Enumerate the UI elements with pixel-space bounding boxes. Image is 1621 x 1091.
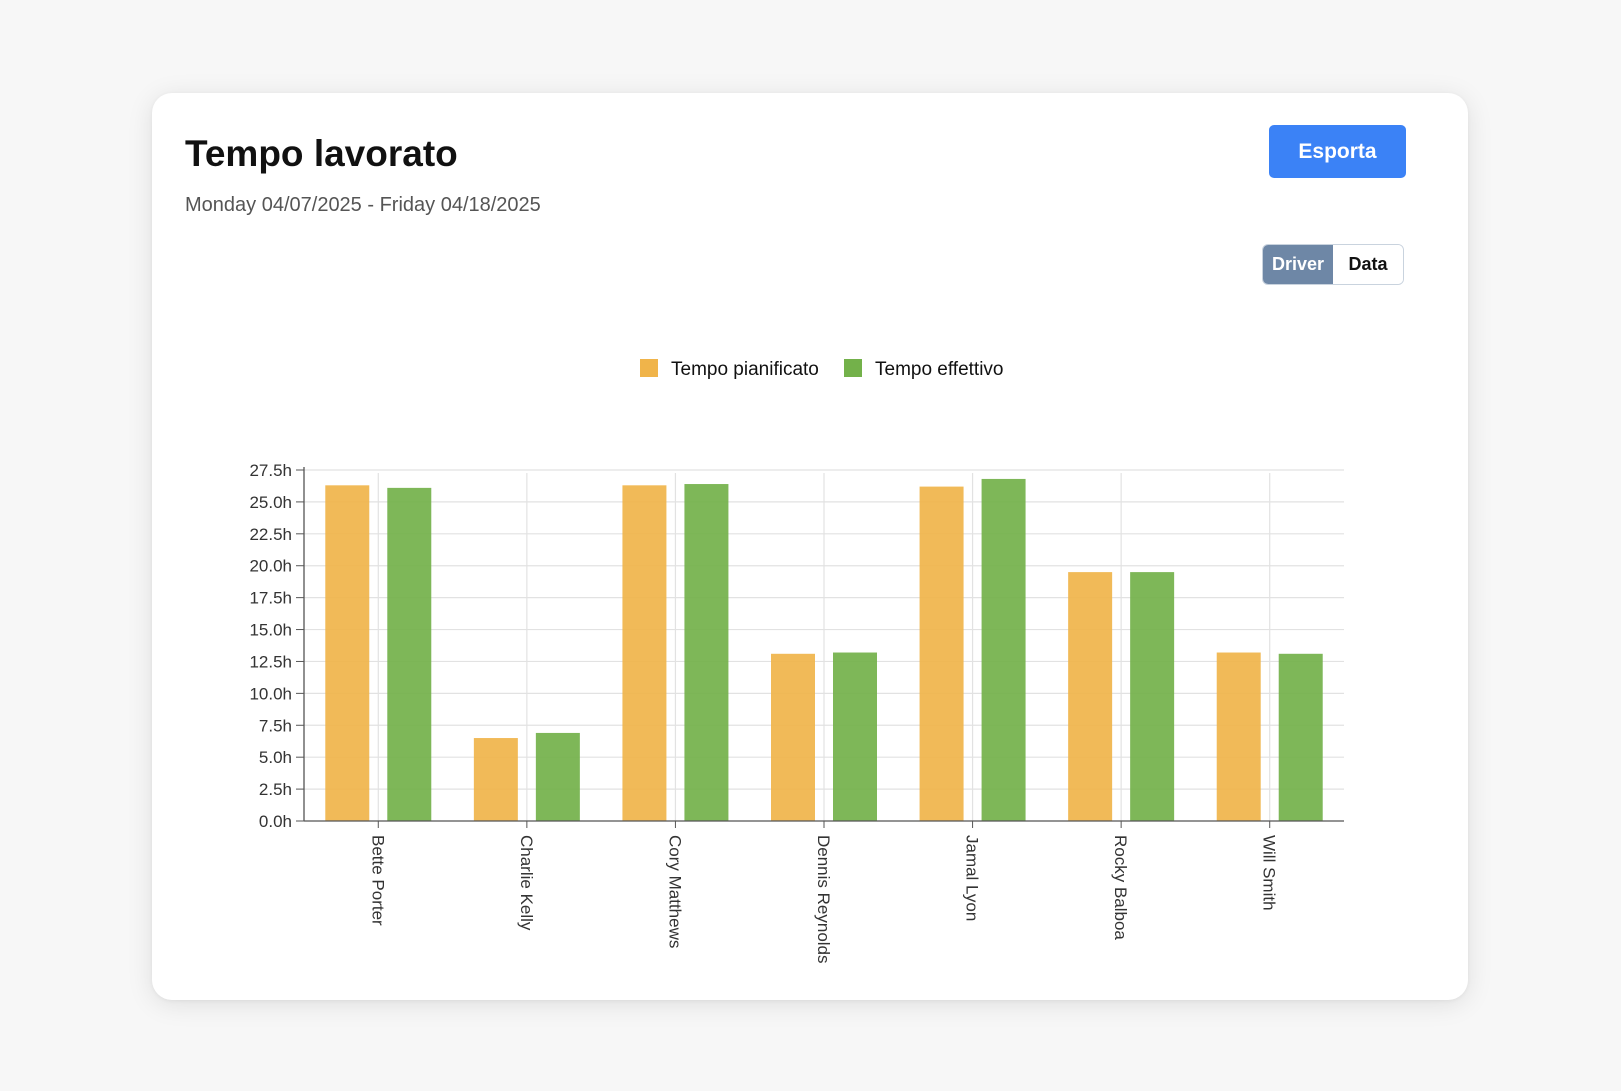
toggle-data-button[interactable]: Data: [1333, 245, 1403, 284]
x-tick-label: Bette Porter: [368, 835, 387, 926]
worked-time-card: Tempo lavorato Monday 04/07/2025 - Frida…: [152, 93, 1468, 1000]
y-tick-label: 27.5h: [249, 461, 292, 480]
chart-bars: [325, 478, 1323, 821]
y-tick-label: 25.0h: [249, 493, 292, 512]
x-tick-label: Jamal Lyon: [963, 835, 982, 921]
y-axis-ticks: 0.0h 2.5h 5.0h 7.5h 10.0h 12.5h 15.0h 17.5h 20.0…: [249, 461, 304, 831]
y-tick-label: 5.0h: [259, 748, 292, 767]
worked-time-chart: Tempo pianificato Tempo effettivo 0.0h 2.5…: [249, 359, 1344, 964]
y-tick-label: 2.5h: [259, 780, 292, 799]
toggle-driver-button[interactable]: Driver: [1263, 245, 1333, 284]
legend-swatch-planned: [640, 359, 658, 377]
bar-actual-6: [1130, 572, 1175, 821]
bar-planned-1: [325, 485, 370, 821]
y-tick-label: 20.0h: [249, 557, 292, 576]
x-axis-ticks: Bette Porter Charlie Kelly Cory Matthews De…: [368, 821, 1279, 964]
chart-grid: [304, 469, 1344, 821]
bar-actual-3: [684, 484, 729, 821]
view-toggle: Driver Data: [1262, 244, 1404, 285]
x-tick-label: Charlie Kelly: [517, 835, 536, 931]
y-tick-label: 12.5h: [249, 652, 292, 671]
legend-swatch-actual: [844, 359, 862, 377]
export-button[interactable]: Esporta: [1269, 125, 1406, 178]
bar-actual-7: [1278, 653, 1323, 821]
y-tick-label: 15.0h: [249, 621, 292, 640]
bar-planned-6: [1068, 572, 1113, 821]
x-tick-label: Rocky Balboa: [1111, 835, 1130, 940]
x-tick-label: Dennis Reynolds: [814, 835, 833, 964]
y-tick-label: 7.5h: [259, 716, 292, 735]
x-tick-label: Cory Matthews: [665, 835, 684, 948]
chart-legend: Tempo pianificato Tempo effettivo: [640, 359, 1004, 380]
date-range: Monday 04/07/2025 - Friday 04/18/2025: [185, 194, 541, 216]
bar-actual-4: [833, 652, 877, 821]
y-tick-label: 22.5h: [249, 525, 292, 544]
page-title: Tempo lavorato: [185, 133, 458, 174]
y-tick-label: 0.0h: [259, 812, 292, 831]
x-tick-label: Will Smith: [1260, 835, 1279, 911]
bar-actual-2: [535, 732, 580, 821]
bar-planned-4: [771, 653, 815, 821]
bar-actual-1: [387, 487, 432, 821]
y-tick-label: 10.0h: [249, 684, 292, 703]
bar-actual-5: [981, 478, 1026, 821]
legend-label-planned: Tempo pianificato: [671, 359, 819, 380]
bar-planned-2: [473, 738, 518, 821]
bar-planned-7: [1216, 652, 1261, 821]
legend-label-actual: Tempo effettivo: [875, 359, 1004, 380]
y-tick-label: 17.5h: [249, 589, 292, 608]
bar-planned-5: [919, 486, 964, 821]
bar-planned-3: [622, 485, 667, 821]
